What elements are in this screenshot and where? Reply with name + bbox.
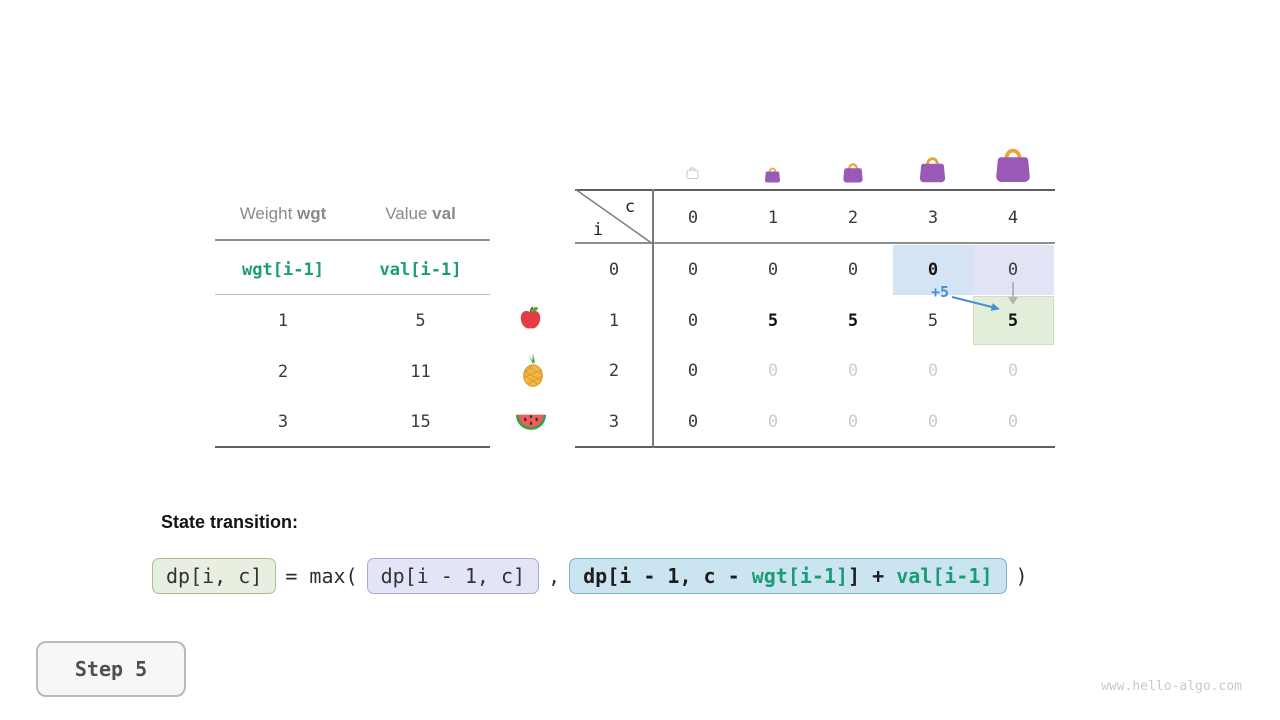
- items-header-divider: [215, 239, 490, 241]
- state-transition-formula: dp[i, c] = max( dp[i - 1, c] , dp[i - 1,…: [152, 558, 1028, 594]
- dp-cell: 0: [1007, 260, 1019, 280]
- dp-cell: 0: [847, 412, 859, 432]
- formula-separator: ,: [548, 564, 561, 588]
- dp-cell: 0: [1007, 361, 1019, 381]
- items-value-subheader: val[i-1]: [379, 260, 462, 280]
- dp-col-header: 3: [927, 208, 939, 228]
- dp-cell: 0: [847, 361, 859, 381]
- items-weight-subheader: wgt[i-1]: [242, 260, 324, 280]
- apple-icon: [520, 306, 541, 329]
- dp-row-header: 3: [608, 412, 620, 432]
- corner-col-var: c: [624, 197, 636, 217]
- item-weight-value: 1: [277, 311, 289, 331]
- dp-row-header: 1: [608, 311, 620, 331]
- plus-value-annotation: +5: [930, 283, 950, 301]
- step-indicator-button[interactable]: Step 5: [36, 641, 186, 697]
- diagonal-arrow-line: [951, 296, 993, 308]
- dp-cell: 0: [687, 260, 699, 280]
- dp-cell: 5: [767, 311, 779, 331]
- item-value-value: 15: [410, 412, 431, 432]
- dp-row-header: 0: [608, 260, 620, 280]
- items-value-header: Value val: [385, 204, 456, 223]
- items-subheader-divider: [215, 294, 490, 295]
- formula-arg2-box: dp[i - 1, c - wgt[i-1]] + val[i-1]: [569, 558, 1007, 594]
- empty-bag-icon: [686, 167, 699, 179]
- item-value-value: 5: [415, 311, 426, 331]
- items-weight-header: Weight wgt: [239, 204, 327, 223]
- dp-cell: 0: [687, 311, 699, 331]
- dp-cell: 0: [847, 260, 859, 280]
- item-weight-value: 3: [277, 412, 289, 432]
- pineapple-icon: [523, 353, 543, 387]
- dp-cell: 0: [687, 361, 699, 381]
- state-transition-heading: State transition:: [161, 512, 299, 532]
- dp-cell: 0: [767, 361, 779, 381]
- dp-col-header: 4: [1007, 208, 1019, 228]
- item-weight-value: 2: [277, 362, 289, 382]
- down-arrow-head: [1008, 297, 1018, 305]
- formula-lhs-box: dp[i, c]: [152, 558, 277, 594]
- corner-diagonal-line: [575, 189, 653, 244]
- formula-arg1-box: dp[i - 1, c]: [366, 558, 540, 594]
- formula-close-paren: ): [1015, 564, 1028, 588]
- highlight-source-cell-blue: [893, 245, 973, 295]
- formula-operator: = max(: [285, 564, 358, 588]
- dp-cell: 0: [1007, 412, 1019, 432]
- dp-header-divider: [575, 242, 1055, 244]
- dp-cell: 0: [767, 412, 779, 432]
- item-value-value: 11: [410, 362, 431, 382]
- handbag-icon-large: [919, 157, 946, 183]
- dp-vertical-divider: [652, 189, 654, 448]
- dp-cell: 5: [847, 311, 859, 331]
- dp-cell: 0: [927, 260, 939, 280]
- dp-top-border: [575, 189, 1055, 191]
- dp-cell: 0: [767, 260, 779, 280]
- transition-arrows: [951, 282, 1018, 311]
- dp-bottom-border: [575, 446, 1055, 448]
- dp-col-header: 0: [687, 208, 699, 228]
- handbag-icon-medium: [843, 163, 863, 183]
- dp-cell: 0: [927, 412, 939, 432]
- dp-row-header: 2: [608, 361, 620, 381]
- site-watermark: www.hello-algo.com: [1101, 679, 1242, 694]
- handbag-icon-small: [765, 167, 780, 183]
- dp-cell: 0: [687, 412, 699, 432]
- dp-cell: 5: [1007, 311, 1019, 331]
- dp-col-header: 2: [847, 208, 859, 228]
- watermelon-icon: [515, 414, 547, 430]
- handbag-icon-xlarge: [996, 148, 1030, 182]
- corner-row-var: i: [592, 220, 604, 240]
- items-bottom-border: [215, 446, 490, 448]
- dp-cell: 5: [927, 311, 939, 331]
- diagonal-arrow-head: [990, 303, 1000, 311]
- dp-col-header: 1: [767, 208, 779, 228]
- dp-cell: 0: [927, 361, 939, 381]
